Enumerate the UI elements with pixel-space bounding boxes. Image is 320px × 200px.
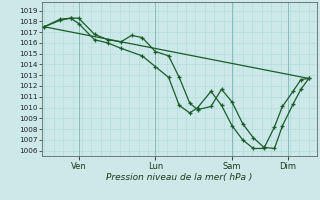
X-axis label: Pression niveau de la mer( hPa ): Pression niveau de la mer( hPa ) <box>106 173 252 182</box>
